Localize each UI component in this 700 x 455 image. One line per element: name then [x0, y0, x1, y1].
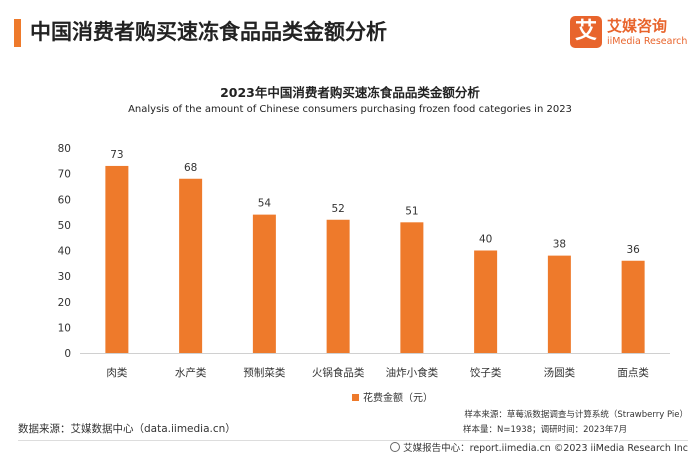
legend-label: 花费金额（元）	[363, 393, 433, 404]
y-tick-label: 10	[58, 322, 71, 334]
page-title: 中国消费者购买速冻食品品类金额分析	[30, 20, 387, 44]
x-tick-label: 预制菜类	[243, 366, 285, 379]
footer-text: 艾媒报告中心：report.iimedia.cn ©2023 iiMedia R…	[403, 443, 688, 454]
bar	[547, 255, 571, 353]
bar	[179, 178, 203, 353]
iimedia-logo: 艾 艾媒咨询 iiMedia Research	[570, 14, 688, 54]
legend-swatch	[352, 394, 359, 401]
sample-size-note: 样本量：N=1938；调研时间：2023年7月	[463, 425, 628, 435]
title-accent-bar	[14, 19, 21, 47]
chart-legend: 花费金额（元）	[352, 389, 433, 404]
x-tick-label: 油炸小食类	[386, 366, 439, 379]
x-tick-label: 面点类	[617, 366, 649, 379]
bar	[621, 260, 645, 353]
y-tick-label: 30	[58, 271, 71, 283]
y-tick-label: 80	[58, 143, 71, 155]
y-tick-label: 60	[58, 194, 71, 206]
bar	[252, 214, 276, 353]
logo-mark-icon: 艾	[570, 16, 602, 48]
bar	[474, 250, 498, 353]
x-tick-label: 火锅食品类	[312, 366, 365, 379]
y-tick-label: 50	[58, 220, 71, 232]
y-tick-label: 70	[58, 169, 71, 181]
x-tick-label: 饺子类	[470, 366, 502, 379]
data-label: 36	[626, 244, 640, 256]
data-label: 68	[184, 162, 197, 174]
x-tick-label: 水产类	[175, 366, 207, 379]
chart-title: 2023年中国消费者购买速冻食品品类金额分析	[220, 85, 480, 100]
y-tick-label: 0	[64, 348, 71, 360]
footer-divider	[18, 440, 688, 441]
sample-source-note: 样本来源：草莓派数据调查与计算系统（Strawberry Pie）	[464, 410, 688, 420]
data-label: 73	[110, 149, 123, 161]
data-label: 40	[479, 234, 492, 246]
logo-chinese-name: 艾媒咨询	[607, 17, 668, 35]
data-label: 51	[405, 205, 418, 217]
data-source-note: 数据来源：艾媒数据中心（data.iimedia.cn）	[18, 423, 236, 435]
bar	[400, 222, 424, 353]
data-label: 54	[258, 198, 272, 210]
bar	[105, 165, 129, 353]
y-tick-label: 20	[58, 297, 71, 309]
data-label: 38	[553, 239, 566, 251]
report-center-icon	[390, 442, 401, 452]
data-label: 52	[331, 203, 344, 215]
x-tick-label: 肉类	[106, 366, 127, 379]
x-tick-label: 汤圆类	[544, 366, 576, 379]
bar	[326, 219, 350, 353]
y-tick-label: 40	[58, 246, 71, 258]
chart-subtitle: Analysis of the amount of Chinese consum…	[128, 104, 572, 115]
footer: 艾媒报告中心：report.iimedia.cn ©2023 iiMedia R…	[390, 440, 688, 454]
logo-english-name: iiMedia Research	[607, 36, 688, 47]
